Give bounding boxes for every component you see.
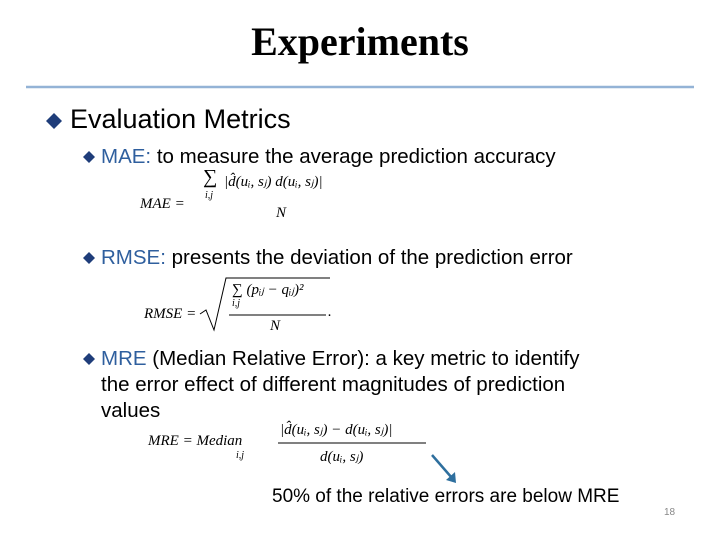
section-heading: Evaluation Metrics <box>70 104 291 134</box>
formula-subscript: i,j <box>205 190 214 201</box>
formula-numerator: |d̂(uᵢ, sⱼ) − d(uᵢ, sⱼ)| <box>280 422 393 438</box>
sub-bullet <box>83 151 95 163</box>
formula-tail: . <box>328 304 332 320</box>
formula-numerator: |d̂(uᵢ, sⱼ) d(uᵢ, sⱼ)| <box>224 174 323 190</box>
bullet-line: (Median Relative Error): a key metric to… <box>152 347 580 370</box>
bullet-line: presents the deviation of the prediction… <box>171 246 573 269</box>
title: Experiments <box>251 19 469 64</box>
formula-denominator: N <box>270 318 281 334</box>
bullet-label: MRE <box>101 347 147 370</box>
formula-lhs: MRE = Median <box>148 433 243 449</box>
bullet-text: RMSE: presents the deviation of the pred… <box>101 245 573 271</box>
bullet-label: RMSE: <box>101 246 166 269</box>
formula-denominator: N <box>276 205 287 221</box>
radical <box>199 277 330 332</box>
bullet-line: to measure the average prediction accura… <box>156 145 556 168</box>
bullet-text: MAE: to measure the average prediction a… <box>101 144 556 170</box>
bullet-label: MAE: <box>101 145 152 168</box>
note: 50% of the relative errors are below MRE <box>272 486 620 507</box>
bullet-line: the error effect of different magnitudes… <box>101 373 566 396</box>
formula-lhs: MAE = <box>140 196 185 212</box>
formula-subscript: i,j <box>236 450 245 461</box>
sub-bullet <box>83 252 95 264</box>
formula-denominator: d(uᵢ, sⱼ) <box>320 449 364 465</box>
formula-lhs: RMSE = <box>144 306 197 322</box>
bullet-text: values <box>101 398 160 424</box>
bullet-text: the error effect of different magnitudes… <box>101 372 565 398</box>
formula-subscript: i,j <box>232 298 241 309</box>
sub-bullet <box>83 353 95 365</box>
formula-operator: ∑ <box>203 166 218 188</box>
bullet-line: values <box>101 399 161 422</box>
arrow <box>431 454 453 479</box>
arrow-head <box>446 472 456 483</box>
page-number: 18 <box>664 507 676 518</box>
formula-numerator: ∑ (pᵢⱼ − qᵢⱼ)² <box>232 282 304 298</box>
bullet-text: MRE (Median Relative Error): a key metri… <box>101 346 580 372</box>
section-bullet <box>46 113 62 129</box>
